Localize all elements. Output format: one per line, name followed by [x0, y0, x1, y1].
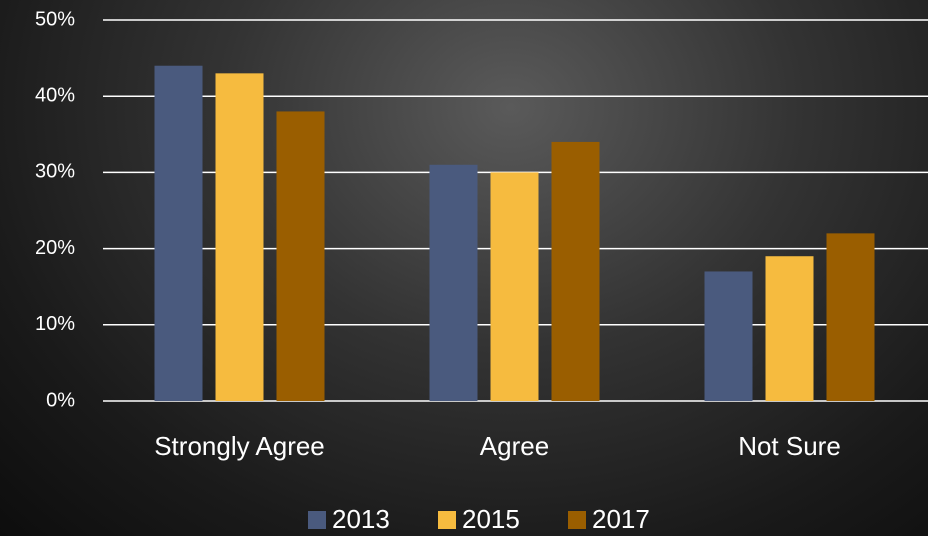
x-tick-label: Not Sure — [738, 431, 841, 461]
x-tick-label: Agree — [480, 431, 549, 461]
chart: 0% 10% 20% 30% 40% 50% Strongly Agree Agree Not … — [0, 0, 928, 536]
y-tick-label: 20% — [35, 237, 75, 259]
legend-label: 2013 — [332, 504, 390, 534]
y-tick-label: 30% — [35, 161, 75, 183]
y-tick-label: 0% — [46, 389, 75, 411]
bar — [491, 172, 539, 401]
legend-label: 2015 — [462, 504, 520, 534]
y-tick-label: 50% — [35, 8, 75, 30]
bar — [766, 256, 814, 401]
bar — [277, 111, 325, 401]
y-tick-label: 10% — [35, 313, 75, 335]
bar — [827, 233, 875, 401]
bar — [216, 73, 264, 401]
legend-swatch — [308, 511, 326, 529]
legend-label: 2017 — [592, 504, 650, 534]
bar — [430, 165, 478, 401]
bar — [705, 271, 753, 401]
bar — [552, 142, 600, 401]
legend-swatch — [438, 511, 456, 529]
legend-swatch — [568, 511, 586, 529]
x-tick-label: Strongly Agree — [154, 431, 325, 461]
y-tick-label: 40% — [35, 84, 75, 106]
bar — [155, 66, 203, 401]
